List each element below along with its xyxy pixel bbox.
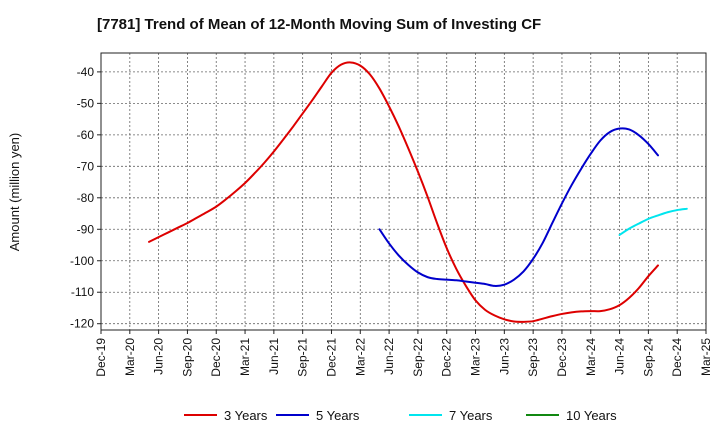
grid [100, 53, 707, 330]
legend-label: 5 Years [316, 408, 360, 423]
x-tick-label: Sep-23 [526, 338, 540, 377]
plot-area [100, 52, 707, 331]
x-axis: Dec-19 Mar-20 Jun-20 Sep-20 Dec-20 Mar-21 Jun-… [94, 330, 713, 377]
x-tick-label: Mar-25 [699, 338, 713, 376]
legend-label: 3 Years [224, 408, 268, 423]
legend-label: 7 Years [449, 408, 493, 423]
y-tick-label: -60 [77, 128, 95, 142]
x-tick-label: Jun-24 [613, 338, 627, 375]
legend: 3 Years 5 Years 7 Years 10 Years [184, 408, 617, 423]
x-tick-label: Sep-20 [180, 338, 194, 377]
chart-title: [7781] Trend of Mean of 12-Month Moving … [97, 16, 541, 33]
x-tick-label: Sep-22 [411, 338, 425, 377]
y-tick-label: -90 [77, 222, 95, 236]
series-line-3-years [148, 61, 659, 323]
y-tick-label: -80 [77, 191, 95, 205]
y-tick-label: -100 [70, 254, 94, 268]
x-tick-label: Dec-22 [440, 338, 454, 377]
x-tick-label: Mar-23 [469, 338, 483, 376]
x-tick-label: Dec-21 [324, 338, 338, 377]
y-tick-label: -120 [70, 317, 94, 331]
legend-label: 10 Years [566, 408, 617, 423]
x-tick-label: Sep-21 [296, 338, 310, 377]
y-tick-label: -70 [77, 159, 95, 173]
x-tick-label: Dec-20 [209, 338, 223, 377]
x-tick-label: Dec-24 [670, 338, 684, 377]
y-axis: -40 -50 -60 -70 -80 -90 -100 -110 -120 [70, 65, 101, 331]
series-line-7-years [618, 207, 688, 236]
x-tick-label: Dec-23 [555, 338, 569, 377]
y-tick-label: -40 [77, 65, 95, 79]
x-tick-label: Jun-23 [497, 338, 511, 375]
x-tick-label: Dec-19 [94, 338, 108, 377]
y-tick-label: -50 [77, 96, 95, 110]
x-tick-label: Mar-24 [584, 338, 598, 376]
x-tick-label: Jun-20 [152, 338, 166, 375]
y-tick-label: -110 [71, 285, 94, 299]
y-axis-label: Amount (million yen) [7, 133, 22, 252]
x-tick-label: Mar-21 [238, 338, 252, 376]
series-line-5-years [378, 127, 659, 287]
series-group [148, 61, 688, 323]
x-tick-label: Mar-22 [353, 338, 367, 376]
x-tick-label: Sep-24 [641, 338, 655, 377]
x-tick-label: Mar-20 [123, 338, 137, 376]
x-tick-label: Jun-21 [267, 338, 281, 375]
x-tick-label: Jun-22 [382, 338, 396, 375]
